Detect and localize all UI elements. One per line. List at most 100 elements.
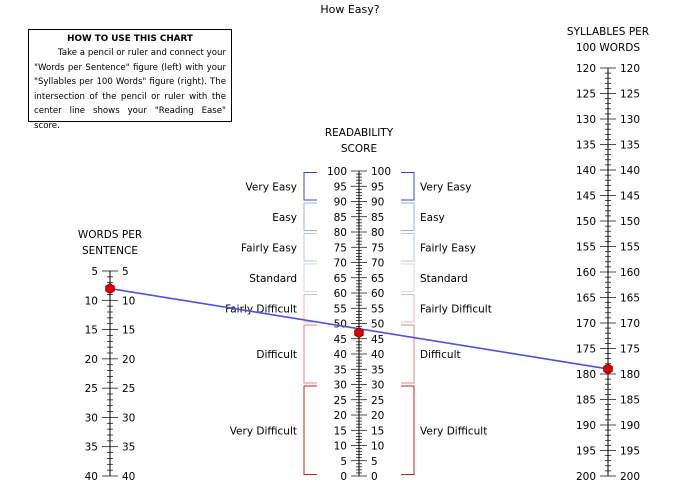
band-label-right: Fairly Easy xyxy=(420,242,476,254)
score-tick-label-right: 50 xyxy=(371,319,384,331)
score-tick-label-right: 45 xyxy=(371,334,384,346)
syllables-marker xyxy=(603,363,613,375)
score-tick-label-right: 90 xyxy=(371,197,384,209)
words-tick-label-right: 20 xyxy=(122,354,135,366)
words-tick-label-left: 35 xyxy=(85,442,98,454)
syllables-tick-label-left: 165 xyxy=(576,293,596,305)
syllables-tick-label-right: 170 xyxy=(620,318,640,330)
syllables-tick-label-right: 125 xyxy=(620,89,640,101)
score-tick-label-left: 85 xyxy=(334,212,347,224)
score-tick-label-right: 5 xyxy=(371,456,378,468)
syllables-tick-label-right: 175 xyxy=(620,344,640,356)
words-tick-label-left: 20 xyxy=(85,354,98,366)
score-tick-label-right: 40 xyxy=(371,349,384,361)
score-tick-label-left: 0 xyxy=(340,471,347,483)
score-axis-label-line2: SCORE xyxy=(341,143,377,155)
band-label-right: Standard xyxy=(420,273,468,285)
band-bracket-right xyxy=(401,324,415,384)
score-tick-label-left: 50 xyxy=(334,319,347,331)
syllables-tick-label-left: 120 xyxy=(576,63,596,75)
words-tick-label-left: 40 xyxy=(85,471,98,483)
score-tick-label-left: 10 xyxy=(334,441,347,453)
syllables-tick-label-right: 130 xyxy=(620,114,640,126)
band-label-left: Standard xyxy=(249,273,297,285)
score-tick-label-left: 95 xyxy=(334,181,347,193)
words-tick-label-right: 35 xyxy=(122,442,135,454)
words-tick-label-left: 15 xyxy=(85,325,98,337)
syllables-tick-label-left: 145 xyxy=(576,191,596,203)
syllables-tick-label-left: 180 xyxy=(576,369,596,381)
score-tick-label-right: 100 xyxy=(371,166,391,178)
words-tick-label-right: 15 xyxy=(122,325,135,337)
band-bracket-left xyxy=(303,263,317,292)
syllables-tick-label-right: 165 xyxy=(620,293,640,305)
score-tick-label-right: 25 xyxy=(371,395,384,407)
syllables-tick-label-right: 180 xyxy=(620,369,640,381)
words-tick-label-right: 40 xyxy=(122,471,135,483)
score-tick-label-left: 40 xyxy=(334,349,347,361)
band-bracket-left xyxy=(303,385,317,475)
syllables-axis: 120 120 125 125 130 130 135 135 140 140 145 145 150 1… xyxy=(576,63,640,483)
band-bracket-right xyxy=(401,385,415,475)
band-bracket-left xyxy=(303,233,317,262)
syllables-tick-label-left: 195 xyxy=(576,446,596,458)
score-tick-label-right: 65 xyxy=(371,273,384,285)
score-tick-label-left: 55 xyxy=(334,303,347,315)
words-tick-label-left: 10 xyxy=(85,295,98,307)
score-tick-label-left: 80 xyxy=(334,227,347,239)
syllables-tick-label-left: 140 xyxy=(576,165,596,177)
syllables-axis-label-line2: 100 WORDS xyxy=(576,42,640,54)
score-tick-label-right: 20 xyxy=(371,410,384,422)
score-tick-label-left: 30 xyxy=(334,380,347,392)
band-bracket-right xyxy=(401,233,415,262)
score-tick-label-left: 25 xyxy=(334,395,347,407)
syllables-tick-label-left: 135 xyxy=(576,140,596,152)
band-label-right: Very Easy xyxy=(420,181,471,193)
syllables-tick-label-right: 185 xyxy=(620,395,640,407)
band-label-right: Fairly Difficult xyxy=(420,303,492,315)
score-axis-label-line1: READABILITY xyxy=(325,127,394,139)
band-label-left: Difficult xyxy=(256,349,297,361)
syllables-tick-label-left: 200 xyxy=(576,471,596,483)
score-tick-label-right: 15 xyxy=(371,425,384,437)
score-tick-label-left: 70 xyxy=(334,258,347,270)
words-tick-label-right: 10 xyxy=(122,295,135,307)
words-tick-label-right: 30 xyxy=(122,412,135,424)
band-bracket-left xyxy=(303,172,317,201)
band-bracket-right xyxy=(401,202,415,231)
score-tick-label-left: 60 xyxy=(334,288,347,300)
score-tick-label-right: 80 xyxy=(371,227,384,239)
score-tick-label-right: 0 xyxy=(371,471,378,483)
score-tick-label-left: 15 xyxy=(334,425,347,437)
band-label-right: Easy xyxy=(420,212,445,224)
score-marker xyxy=(354,327,364,339)
score-tick-label-left: 90 xyxy=(334,197,347,209)
score-tick-label-right: 10 xyxy=(371,441,384,453)
band-bracket-right xyxy=(401,294,415,323)
syllables-tick-label-right: 200 xyxy=(620,471,640,483)
score-tick-label-left: 100 xyxy=(327,166,347,178)
syllables-tick-label-right: 190 xyxy=(620,420,640,432)
syllables-tick-label-left: 160 xyxy=(576,267,596,279)
score-tick-label-right: 60 xyxy=(371,288,384,300)
band-bracket-left xyxy=(303,294,317,323)
words-tick-label-left: 5 xyxy=(91,266,98,278)
syllables-tick-label-right: 155 xyxy=(620,242,640,254)
words-tick-label-right: 5 xyxy=(122,266,129,278)
score-tick-label-right: 75 xyxy=(371,242,384,254)
syllables-tick-label-left: 130 xyxy=(576,114,596,126)
syllables-tick-label-right: 150 xyxy=(620,216,640,228)
reading-layer xyxy=(105,283,613,375)
score-tick-label-right: 95 xyxy=(371,181,384,193)
syllables-tick-label-left: 185 xyxy=(576,395,596,407)
words-axis-label-line2: SENTENCE xyxy=(82,245,138,257)
score-tick-label-left: 20 xyxy=(334,410,347,422)
bands-layer: Very Easy Very Easy Easy Easy Fairly Easy Fai… xyxy=(225,172,492,475)
band-bracket-left xyxy=(303,202,317,231)
score-tick-label-right: 30 xyxy=(371,380,384,392)
instructions-box: HOW TO USE THIS CHART Take a pencil or r… xyxy=(28,29,232,131)
syllables-tick-label-right: 140 xyxy=(620,165,640,177)
instructions-title: HOW TO USE THIS CHART xyxy=(67,34,193,44)
syllables-tick-label-right: 135 xyxy=(620,140,640,152)
